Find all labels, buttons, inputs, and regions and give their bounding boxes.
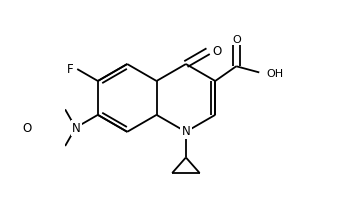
Text: O: O [233,35,242,45]
Text: F: F [67,62,73,75]
Text: N: N [182,125,190,138]
Text: O: O [23,122,32,135]
Text: N: N [72,122,81,135]
Text: OH: OH [266,69,283,79]
Text: O: O [213,44,222,57]
